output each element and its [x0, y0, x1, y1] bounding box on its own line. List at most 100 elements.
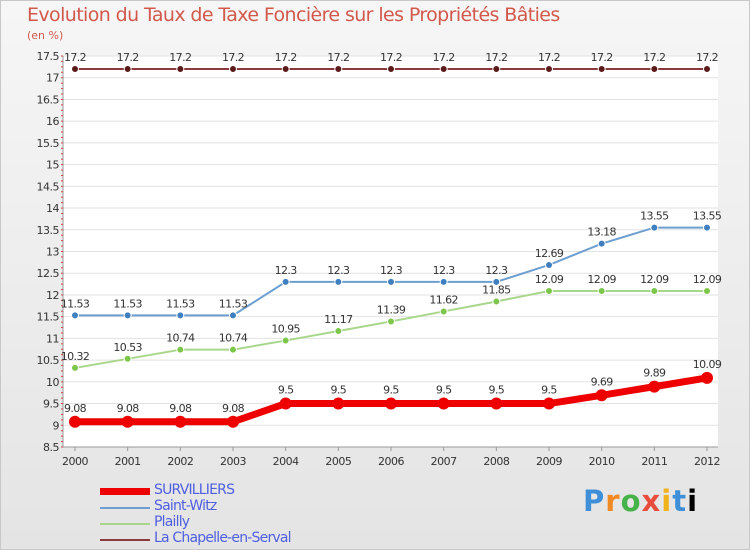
data-point: [279, 397, 292, 410]
brand-letter: t: [672, 484, 688, 518]
brand-letter: x: [641, 484, 662, 518]
data-point: [227, 415, 239, 428]
data-label: 17.2: [591, 51, 613, 64]
data-point: [387, 317, 395, 326]
y-tick-label: 15: [46, 159, 59, 172]
data-point: [121, 415, 134, 428]
data-label: 17.2: [485, 51, 507, 64]
data-label: 17.2: [643, 51, 665, 64]
data-point: [176, 345, 185, 354]
data-label: 12.09: [587, 273, 616, 286]
y-tick-label: 15.5: [37, 137, 60, 150]
legend-label: La Chapelle-en-Serval: [154, 530, 292, 546]
y-tick-label: 10: [46, 376, 59, 389]
legend-label: SURVILLIERS: [154, 482, 235, 498]
y-tick-label: 10.5: [37, 354, 60, 367]
data-label: 17.2: [327, 51, 349, 64]
data-point: [492, 277, 501, 286]
legend-swatch-saint-witz: [100, 507, 150, 509]
data-label: 9.08: [117, 402, 140, 415]
y-tick-label: 9.5: [43, 398, 59, 411]
data-label: 9.69: [591, 375, 614, 388]
data-point: [545, 65, 553, 74]
data-point: [492, 297, 501, 306]
data-point: [71, 363, 79, 372]
x-tick-label: 2000: [62, 455, 88, 468]
data-label: 10.74: [166, 332, 195, 345]
data-label: 17.2: [380, 51, 402, 64]
data-label: 10.74: [219, 332, 248, 345]
data-label: 11.53: [166, 297, 195, 310]
data-point: [385, 397, 397, 410]
data-point: [69, 415, 81, 428]
x-tick-label: 2002: [167, 455, 193, 468]
data-label: 12.3: [275, 264, 298, 277]
x-tick-label: 2003: [220, 455, 246, 468]
x-tick-label: 2004: [273, 455, 299, 468]
data-label: 9.08: [222, 402, 245, 415]
data-label: 11.85: [482, 283, 511, 296]
data-label: 9.5: [436, 384, 452, 397]
legend-label: Plailly: [154, 514, 190, 530]
data-point: [439, 307, 448, 316]
data-label: 12.09: [535, 273, 564, 286]
data-label: 12.3: [380, 264, 403, 277]
data-label: 11.62: [429, 293, 458, 306]
data-label: 12.3: [327, 264, 350, 277]
data-label: 9.5: [541, 384, 557, 397]
data-point: [123, 65, 132, 74]
x-tick-label: 2011: [641, 455, 667, 468]
data-point: [490, 397, 503, 410]
data-point: [123, 311, 132, 320]
x-tick-label: 2007: [431, 455, 457, 468]
data-point: [229, 311, 237, 320]
data-point: [123, 354, 132, 363]
data-label: 12.69: [535, 247, 564, 260]
brand-letter: r: [605, 484, 621, 518]
y-tick-label: 12: [46, 289, 59, 302]
legend-label: Saint-Witz: [154, 498, 217, 514]
data-point: [703, 287, 711, 296]
x-tick-label: 2005: [325, 455, 351, 468]
data-point: [703, 65, 711, 74]
series-plailly: 10.32 10.53 10.74 10.74 10.95 11.17 11.39 11.62…: [61, 273, 722, 372]
data-point: [650, 287, 659, 296]
brand-logo: Proxiti: [583, 484, 698, 518]
data-point: [334, 277, 343, 286]
legend-swatch-plailly: [100, 523, 150, 525]
data-label: 12.3: [433, 264, 456, 277]
y-tick-label: 16: [46, 115, 59, 128]
data-point: [281, 65, 290, 74]
data-label: 9.08: [169, 402, 192, 415]
data-point: [229, 345, 237, 354]
y-tick-label: 8.5: [43, 441, 59, 454]
data-point: [701, 371, 713, 384]
y-tick-label: 13.5: [37, 224, 60, 237]
data-point: [176, 65, 185, 74]
data-label: 9.5: [330, 384, 346, 397]
data-point: [334, 65, 343, 74]
data-point: [492, 65, 501, 74]
series-la-chapelle-en-serval: 17.2 17.2 17.2 17.2 17.2 17.2 17.2 17.2 17.2 17.2…: [64, 51, 719, 74]
chart-title: Evolution du Taux de Taxe Foncière sur l…: [27, 4, 560, 26]
y-tick-label: 12.5: [37, 267, 60, 280]
data-point: [648, 380, 661, 393]
data-point: [595, 389, 608, 402]
x-tick-label: 2009: [536, 455, 562, 468]
data-point: [437, 397, 450, 410]
data-label: 11.53: [219, 297, 248, 310]
data-label: 9.08: [64, 402, 87, 415]
data-label: 12.09: [693, 273, 722, 286]
data-label: 9.5: [383, 384, 399, 397]
data-label: 9.89: [643, 367, 666, 380]
data-label: 10.09: [693, 358, 722, 371]
data-point: [543, 397, 555, 410]
data-label: 17.2: [433, 51, 455, 64]
data-point: [703, 223, 711, 232]
series-survilliers: 9.08 9.08 9.08 9.08 9.5 9.5 9.5 9.5 9.5 9.5 9.69 9.…: [64, 358, 722, 428]
y-tick-label: 11: [46, 332, 59, 345]
data-point: [650, 65, 659, 74]
y-tick-label: 11.5: [37, 311, 60, 324]
data-label: 17.2: [696, 51, 718, 64]
